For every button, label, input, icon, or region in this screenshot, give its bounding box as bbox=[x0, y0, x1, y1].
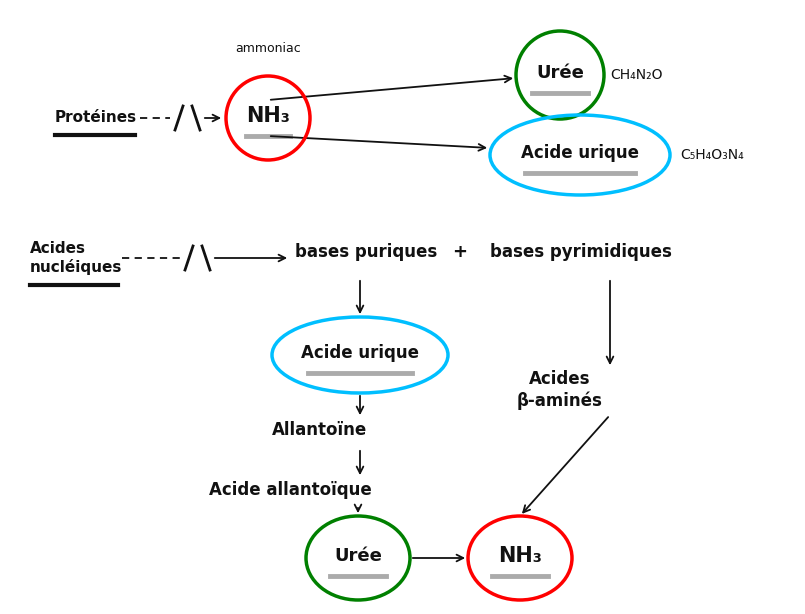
Text: CH₄N₂O: CH₄N₂O bbox=[610, 68, 663, 82]
Text: Protéines: Protéines bbox=[55, 111, 137, 125]
Text: NH₃: NH₃ bbox=[498, 546, 542, 566]
Text: Acides
β-aminés: Acides β-aminés bbox=[517, 370, 603, 410]
Text: NH₃: NH₃ bbox=[246, 106, 290, 126]
Text: bases pyrimidiques: bases pyrimidiques bbox=[490, 243, 672, 261]
Text: Acides
nucléiques: Acides nucléiques bbox=[30, 241, 122, 275]
Text: Acide urique: Acide urique bbox=[301, 344, 419, 362]
Text: ammoniac: ammoniac bbox=[235, 42, 301, 55]
Text: Acide urique: Acide urique bbox=[521, 144, 639, 162]
Text: C₅H₄O₃N₄: C₅H₄O₃N₄ bbox=[680, 148, 744, 162]
Text: Acide allantoïque: Acide allantoïque bbox=[208, 481, 371, 499]
Text: +: + bbox=[452, 243, 468, 261]
Text: Urée: Urée bbox=[334, 547, 382, 565]
Text: Urée: Urée bbox=[536, 64, 584, 82]
Text: bases puriques: bases puriques bbox=[295, 243, 437, 261]
Text: Allantoïne: Allantoïne bbox=[272, 421, 368, 439]
